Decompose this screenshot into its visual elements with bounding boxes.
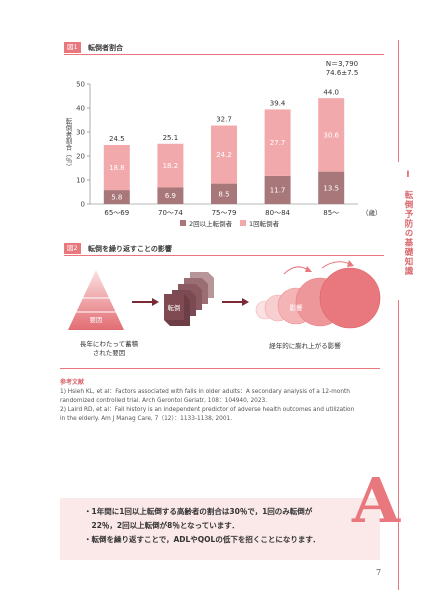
legend-label: 1回転倒者 <box>249 219 280 228</box>
bar-total-label: 24.5 <box>109 135 125 143</box>
arrow-right-icon <box>132 298 159 306</box>
bar-total-label: 25.1 <box>163 134 179 142</box>
factor-pyramid: 要因 <box>68 270 124 330</box>
fig1-rule <box>64 54 384 55</box>
y-tick-label: 10 <box>76 177 85 185</box>
circles-label: 影響 <box>290 303 304 312</box>
growing-impact-circles: 影響 <box>255 260 381 329</box>
fig1-label: 図1 <box>64 42 81 53</box>
x-tick-label: 65～69 <box>104 209 129 217</box>
fig2-label: 図2 <box>64 243 81 254</box>
bar-value-label: 8.5 <box>218 190 229 198</box>
legend-label: 2回以上転倒者 <box>189 219 233 228</box>
answer-line: 22％，2回以上転倒が8％となっています． <box>84 521 239 530</box>
fig2-rule <box>64 255 384 256</box>
fig2-title: 転倒を繰り返すことの影響 <box>88 245 172 253</box>
y-tick-label: 50 <box>76 81 85 89</box>
y-tick-label: 20 <box>76 153 85 161</box>
bar-segment <box>103 190 130 204</box>
x-tick-label: 85～ <box>323 209 339 217</box>
arrow-right-icon <box>222 298 249 306</box>
bar-segment <box>318 98 345 172</box>
fall-rate-chart: 0 10 20 30 40 50 転倒者割合（％） 5.8 18.8 24.5 65～69 6.9 18… <box>64 60 380 228</box>
stack-label: 転倒 <box>168 303 181 312</box>
pyramid-caption-line: 長年にわたって蓄積 <box>79 340 139 348</box>
y-axis-label: 転倒者割合（％） <box>64 118 72 170</box>
pyramid-caption: 長年にわたって蓄積 された要因 <box>64 340 154 358</box>
references-list: 1) Hsieh KL, et al：Factors associated wi… <box>60 388 354 424</box>
sidebar-rule-bottom <box>398 300 399 590</box>
x-tick-label: 80～84 <box>265 209 290 217</box>
references-rule <box>60 368 380 369</box>
bar-segment <box>157 187 184 204</box>
legend-swatch <box>240 220 246 226</box>
age-annotation: 74.6±7.5 <box>326 69 359 77</box>
references-title: 参考文献 <box>60 379 85 386</box>
answer-line: ・転倒を繰り返すことで，ADLやQOLの低下を招くことになります． <box>84 535 321 544</box>
bar-value-label: 24.2 <box>216 151 232 159</box>
x-tick-label: 70～74 <box>158 209 183 217</box>
legend-swatch <box>180 220 186 226</box>
sidebar-rule-top <box>398 40 399 162</box>
bar-value-label: 13.5 <box>323 184 339 192</box>
bar-segment <box>264 109 291 176</box>
bar-value-label: 6.9 <box>165 192 176 200</box>
bar-segment <box>211 183 237 204</box>
bar-segment <box>157 143 184 188</box>
bar-segment <box>318 171 345 204</box>
bar-segment <box>211 125 237 184</box>
reference-line: in the elderly. Am J Manag Care, 7（12）：1… <box>60 416 233 422</box>
x-tick-label: 75～79 <box>212 209 237 217</box>
bar-total-label: 32.7 <box>216 116 232 124</box>
bar-value-label: 11.7 <box>270 186 286 194</box>
fig1-title: 転倒者割合 <box>88 44 123 52</box>
sample-size-annotation: N＝3,790 <box>326 60 358 68</box>
pyramid-label: 要因 <box>90 316 103 324</box>
bar-value-label: 5.8 <box>111 194 122 202</box>
y-tick-label: 0 <box>81 201 85 209</box>
circles-caption: 経年的に膨れ上がる影響 <box>269 342 341 350</box>
reference-line: randomized controlled trial. Arch Geront… <box>60 398 268 404</box>
y-tick-label: 30 <box>76 129 85 137</box>
bar-value-label: 18.2 <box>163 162 179 170</box>
sidebar-section-title: Ⅰ 転倒予防の基礎知識 <box>403 170 413 276</box>
page-number: 7 <box>376 568 382 577</box>
bar-value-label: 27.7 <box>270 139 286 147</box>
bar-segment <box>103 144 130 191</box>
answer-mark: A <box>352 464 401 537</box>
reference-line: 1) Hsieh KL, et al：Factors associated wi… <box>60 389 350 395</box>
repeated-falls-diagram: 要因 転倒 影響 <box>68 260 381 330</box>
bar-segment <box>264 175 291 204</box>
answer-line: ・1年間に1回以上転倒する高齢者の割合は30％で，1回のみ転倒が <box>84 507 313 516</box>
answer-box <box>60 498 380 560</box>
y-tick-label: 40 <box>76 105 85 113</box>
bar-total-label: 39.4 <box>270 99 286 107</box>
pyramid-caption-line: された要因 <box>92 349 126 357</box>
reference-line: 2) Laird RD, et al：Fall history is an in… <box>60 407 355 413</box>
fall-cubes: 転倒 <box>164 272 214 326</box>
bar-value-label: 18.8 <box>109 164 125 172</box>
x-unit-label: （歳） <box>362 208 380 217</box>
bar-value-label: 30.6 <box>323 131 339 139</box>
bar-total-label: 44.0 <box>323 88 339 96</box>
